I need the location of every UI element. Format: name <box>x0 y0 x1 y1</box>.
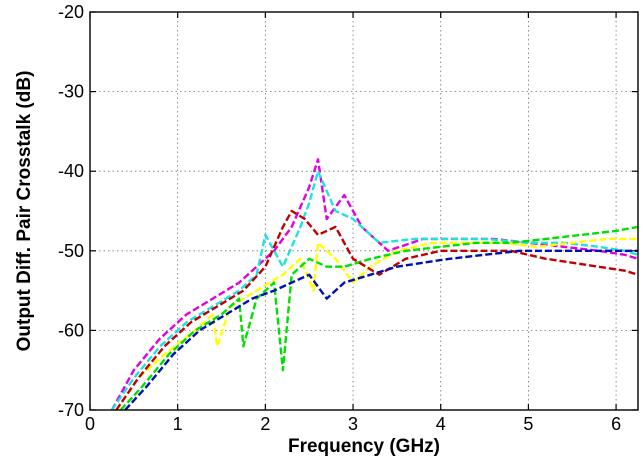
x-tick-label: 5 <box>523 414 533 434</box>
y-axis-title: Output Diff. Pair Crosstalk (dB) <box>14 71 35 352</box>
axis-ticks <box>89 11 638 411</box>
series-line-1 <box>110 158 639 411</box>
x-axis-title: Frequency (GHz) <box>288 436 440 457</box>
y-tick-label: -40 <box>58 161 84 181</box>
x-tick-label: 1 <box>173 414 183 434</box>
y-tick-label: -60 <box>58 320 84 340</box>
series-line-4 <box>119 225 639 411</box>
tick-labels: 0 1 2 3 4 5 6 -70 -60 -50 -40 -30 -20 <box>58 2 621 434</box>
x-tick-label: 2 <box>260 414 270 434</box>
y-tick-label: -70 <box>58 400 84 420</box>
series-line-5 <box>115 209 639 411</box>
series-line-2 <box>110 170 639 411</box>
plot-frame <box>89 11 639 411</box>
series-line-6 <box>124 249 638 411</box>
series-line-3 <box>115 237 638 411</box>
y-tick-label: -30 <box>58 82 84 102</box>
y-tick-label: -50 <box>58 241 84 261</box>
x-tick-label: 6 <box>611 414 621 434</box>
y-tick-label: -20 <box>58 2 84 22</box>
x-tick-label: 0 <box>85 414 95 434</box>
x-tick-label: 4 <box>436 414 446 434</box>
series-lines <box>110 158 639 411</box>
grid-lines <box>90 12 638 410</box>
x-tick-label: 3 <box>348 414 358 434</box>
